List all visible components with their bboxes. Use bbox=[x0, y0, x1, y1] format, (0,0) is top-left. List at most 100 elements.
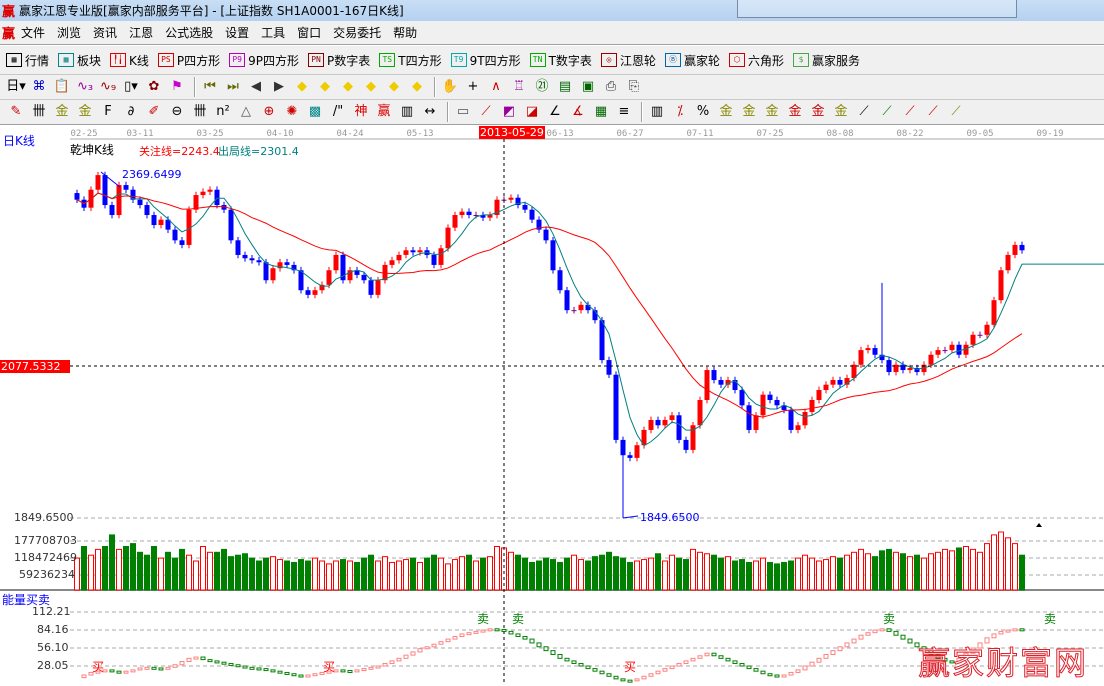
wave9-icon[interactable]: ∿₉ bbox=[99, 79, 117, 94]
gold-1-icon[interactable]: 金 bbox=[719, 104, 733, 119]
map-icon[interactable]: ✿ bbox=[148, 79, 160, 94]
square-web-icon[interactable]: ▩ bbox=[308, 104, 322, 119]
toolbar-button-5[interactable]: PN P数字表 bbox=[308, 52, 370, 69]
toolbar-button-6[interactable]: TS T四方形 bbox=[379, 52, 442, 69]
first-icon[interactable]: ⏮ bbox=[204, 79, 216, 94]
menu-item-6[interactable]: 工具 bbox=[261, 26, 286, 40]
toolbar-button-11[interactable]: ⬡ 六角形 bbox=[728, 52, 784, 69]
gold-lines-icon[interactable]: 金 bbox=[55, 104, 69, 119]
toolbar-button-9[interactable]: ◎ 江恩轮 bbox=[600, 52, 656, 69]
gold-lines2-icon[interactable]: 金 bbox=[78, 104, 92, 119]
period-day-dropdown[interactable]: 日▾ bbox=[6, 79, 26, 94]
toolbar-button-2[interactable]: ╿╽ K线 bbox=[110, 52, 149, 69]
angle-icon[interactable]: ∠ bbox=[549, 104, 561, 119]
period-lines-icon[interactable]: 卌 bbox=[193, 104, 207, 119]
toolbar-button-3[interactable]: PS P四方形 bbox=[157, 52, 220, 69]
toolbar-button-1[interactable]: ▩ 板块 bbox=[58, 52, 101, 69]
square-lines-icon[interactable]: n² bbox=[216, 104, 230, 119]
crosshair-icon[interactable]: + bbox=[467, 79, 479, 94]
speed-lines-icon[interactable]: ∡ bbox=[572, 104, 584, 119]
calendar-icon[interactable]: ㉑ bbox=[535, 79, 549, 94]
gold-4-icon[interactable]: 金 bbox=[788, 104, 802, 119]
table-icon[interactable]: ▥ bbox=[650, 104, 664, 119]
lines-icon[interactable]: 卌 bbox=[32, 104, 46, 119]
menu-item-4[interactable]: 公式选股 bbox=[165, 26, 214, 40]
percent-icon[interactable]: % bbox=[696, 104, 710, 119]
toolbar-button-12[interactable]: $ 赢家服务 bbox=[792, 52, 860, 69]
hexpand-sign-icon[interactable]: ◆ bbox=[343, 79, 353, 94]
toolbar-button-10[interactable]: Ⓑ 赢家轮 bbox=[664, 52, 720, 69]
menu-item-5[interactable]: 设置 bbox=[225, 26, 250, 40]
web-icon[interactable]: ✺ bbox=[286, 104, 298, 119]
gann-fan-icon[interactable]: ◪ bbox=[525, 104, 539, 119]
volume-tick-1: 177708703 bbox=[14, 534, 77, 547]
export-icon[interactable]: ⎙ bbox=[605, 79, 617, 94]
chart-canvas[interactable]: 02-25 03-11 03-25 04-10 04-24 05-13 06-13 06-27… bbox=[0, 125, 1104, 683]
clipboard-icon[interactable]: 📋 bbox=[53, 79, 71, 94]
menu-logo-icon[interactable]: 赢 bbox=[2, 27, 16, 42]
volume-bar bbox=[123, 546, 129, 591]
ying-lines-icon[interactable]: 赢 bbox=[377, 104, 391, 119]
last-icon[interactable]: ⏭ bbox=[227, 79, 239, 94]
kline-chart[interactable]: 02-25 03-11 03-25 04-10 04-24 05-13 06-13 06-27… bbox=[0, 125, 1104, 683]
fan-4-icon[interactable]: ⟋ bbox=[905, 104, 915, 119]
menu-item-1[interactable]: 浏览 bbox=[57, 26, 82, 40]
measure-icon[interactable]: ↔ bbox=[424, 104, 436, 119]
toolbar-button-4[interactable]: P9 9P四方形 bbox=[229, 52, 299, 69]
gold-6-icon[interactable]: 金 bbox=[834, 104, 848, 119]
menu-item-7[interactable]: 窗口 bbox=[297, 26, 322, 40]
calculator-icon[interactable]: ▤ bbox=[558, 79, 572, 94]
ruler-icon[interactable]: ▥ bbox=[400, 104, 414, 119]
flag-icon[interactable]: ⚑ bbox=[171, 79, 183, 94]
toolbar-button-7[interactable]: T9 9T四方形 bbox=[450, 52, 521, 69]
shen-lines-icon[interactable]: 神 bbox=[354, 104, 368, 119]
hand-icon[interactable]: ✋ bbox=[441, 79, 459, 94]
grid-icon[interactable]: ▦ bbox=[594, 104, 608, 119]
expand-sign-icon[interactable]: ◆ bbox=[389, 79, 399, 94]
gold-3-icon[interactable]: 金 bbox=[765, 104, 779, 119]
fan-5-icon[interactable]: ⟋ bbox=[928, 104, 938, 119]
energy-bar bbox=[956, 657, 962, 663]
list-icon[interactable]: ≡ bbox=[618, 104, 630, 119]
gold-5-icon[interactable]: 金 bbox=[811, 104, 825, 119]
spiral-icon[interactable]: ∂ bbox=[127, 104, 135, 119]
circle-cross-icon[interactable]: ⊕ bbox=[263, 104, 275, 119]
volume-bar bbox=[592, 556, 598, 591]
gann-box-icon[interactable]: ◩ bbox=[502, 104, 516, 119]
stamp-icon[interactable]: ♖ bbox=[513, 79, 525, 94]
wave3-icon[interactable]: ∿₃ bbox=[76, 79, 94, 94]
pen-icon[interactable]: ✎ bbox=[10, 104, 22, 119]
prev-icon[interactable]: ◀ bbox=[251, 79, 261, 94]
candle-dropdown[interactable]: ▯▾ bbox=[124, 79, 138, 94]
left-sign-icon[interactable]: ◆ bbox=[297, 79, 307, 94]
print-icon[interactable]: ⎘ bbox=[628, 79, 640, 94]
triangle-icon[interactable]: △ bbox=[241, 104, 251, 119]
book-icon[interactable]: ▣ bbox=[581, 79, 595, 94]
all-sign-icon[interactable]: ◆ bbox=[412, 79, 422, 94]
next-icon[interactable]: ▶ bbox=[274, 79, 284, 94]
circle-scale-icon[interactable]: ⊖ bbox=[171, 104, 183, 119]
fib-lines-icon[interactable]: F bbox=[104, 104, 112, 119]
shrink-sign-icon[interactable]: ◆ bbox=[366, 79, 376, 94]
menu-item-8[interactable]: 交易委托 bbox=[333, 26, 382, 40]
pattern-icon[interactable]: ⌘ bbox=[32, 79, 46, 94]
menu-item-0[interactable]: 文件 bbox=[21, 26, 46, 40]
right-sign-icon[interactable]: ◆ bbox=[320, 79, 330, 94]
toolbar-button-8[interactable]: TN T数字表 bbox=[529, 52, 592, 69]
fan-icon[interactable]: ⟋ bbox=[481, 104, 491, 119]
pen-scale-icon[interactable]: ✐ bbox=[148, 104, 160, 119]
box-icon[interactable]: ▭ bbox=[456, 104, 470, 119]
gold-2-icon[interactable]: 金 bbox=[742, 104, 756, 119]
fan-3-icon[interactable]: ⟋ bbox=[882, 104, 892, 119]
menu-item-9[interactable]: 帮助 bbox=[393, 26, 418, 40]
title-search-box[interactable] bbox=[737, 0, 1017, 18]
volume-bar bbox=[970, 548, 976, 591]
fan-2-icon[interactable]: ⟋ bbox=[859, 104, 869, 119]
line-draw-icon[interactable]: ∧ bbox=[491, 79, 501, 94]
menu-item-2[interactable]: 资讯 bbox=[93, 26, 118, 40]
menu-item-3[interactable]: 江恩 bbox=[129, 26, 154, 40]
slant-lines-icon[interactable]: /" bbox=[332, 104, 344, 119]
toolbar-button-0[interactable]: ▦ 行情 bbox=[6, 52, 49, 69]
percent-line-icon[interactable]: ⁒ bbox=[677, 104, 683, 119]
fan-6-icon[interactable]: ⟋ bbox=[951, 104, 961, 119]
